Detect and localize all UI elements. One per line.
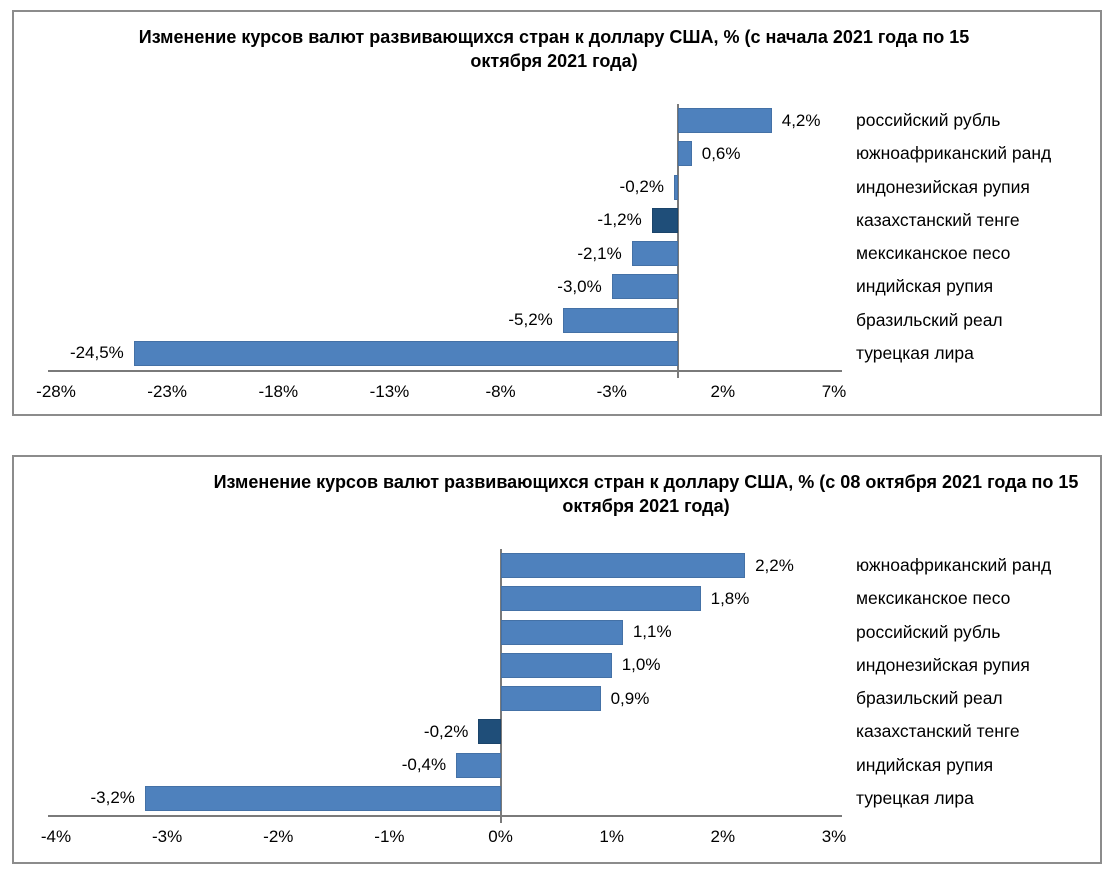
category-label: турецкая лира [856, 342, 974, 363]
x-tick-label: -23% [147, 382, 187, 401]
x-tick-label: -3% [152, 827, 183, 846]
value-label: -2,1% [577, 243, 622, 263]
bar [456, 752, 501, 778]
bar [500, 553, 746, 579]
value-label: -5,2% [508, 310, 553, 330]
value-label: -24,5% [69, 343, 124, 363]
bar [478, 719, 501, 745]
category-label: бразильский реал [856, 309, 1003, 330]
category-label: мексиканское песо [856, 588, 1011, 609]
x-tick-label: -1% [374, 827, 405, 846]
x-tick-label: 2% [710, 827, 736, 846]
value-label: -3,2% [90, 788, 135, 808]
category-label: южноафриканский ранд [856, 555, 1052, 576]
bar [673, 174, 679, 200]
value-label: 0,9% [610, 688, 650, 708]
x-tick-label: -28% [36, 382, 76, 401]
bar [562, 307, 679, 333]
category-labels: российский рубль южноафриканский ранд индо… [856, 104, 1098, 370]
zero-axis-line [499, 549, 502, 823]
value-label: 4,2% [781, 110, 821, 130]
bar [678, 141, 692, 167]
value-label: -0,2% [423, 721, 469, 741]
x-tick-label: 0% [488, 827, 513, 846]
category-label: российский рубль [856, 621, 1001, 642]
category-label: казахстанский тенге [856, 721, 1020, 742]
value-label: -1,2% [597, 210, 642, 230]
plot-area: 2,2% 1,8% 1,1% 1,0% 0,9% -0,2% -0,4% -3,2% -4% -3… [41, 549, 846, 846]
value-label: 0,6% [701, 143, 741, 163]
plot-area: 4,2% 0,6% -0,2% -1,2% -2,1% -3,0% -5,2% -24,5% -… [36, 104, 846, 401]
x-tick-label: 3% [821, 827, 847, 846]
category-label: турецкая лира [856, 787, 974, 808]
value-label: 1,0% [621, 655, 661, 675]
category-label: индийская рупия [856, 754, 994, 775]
value-label: 1,8% [710, 588, 750, 608]
chart-weekly-box: Изменение курсов валют развивающихся стр… [12, 455, 1102, 864]
category-label: индийская рупия [856, 276, 994, 297]
bar [500, 619, 623, 645]
value-label: -3,0% [557, 276, 602, 296]
x-axis-line [48, 370, 842, 372]
bar [133, 340, 679, 366]
chart-title: Изменение курсов валют развивающихся стр… [138, 27, 970, 72]
chart-ytd-box: Изменение курсов валют развивающихся стр… [12, 10, 1102, 416]
x-tick-label: -8% [485, 382, 516, 401]
category-label: российский рубль [856, 110, 1001, 131]
category-label: южноафриканский ранд [856, 143, 1052, 164]
x-tick-label: -2% [263, 827, 294, 846]
bar [678, 108, 772, 134]
bar [651, 207, 679, 233]
value-label: 2,2% [755, 555, 794, 575]
value-label: -0,2% [619, 177, 664, 197]
category-label: индонезийская рупия [856, 654, 1030, 675]
x-tick-label: -3% [596, 382, 627, 401]
bar [500, 686, 601, 712]
x-tick-label: -4% [40, 827, 72, 846]
value-label: 1,1% [632, 622, 672, 642]
zero-axis-line [677, 104, 680, 378]
x-tick-label: 7% [821, 382, 847, 401]
bar [500, 586, 701, 612]
category-label: бразильский реал [856, 688, 1003, 709]
x-tick-label: -18% [258, 382, 299, 401]
category-label: индонезийская рупия [856, 176, 1030, 197]
bar [631, 241, 679, 267]
bar [144, 785, 501, 811]
category-label: мексиканское песо [856, 243, 1011, 264]
chart-title: Изменение курсов валют развивающихся стр… [213, 472, 1079, 517]
value-label: -0,4% [401, 755, 447, 775]
bar [611, 274, 679, 300]
category-label: казахстанский тенге [856, 209, 1020, 230]
category-labels: южноафриканский ранд мексиканское песо рос… [856, 549, 1098, 815]
x-axis-line [48, 815, 842, 817]
x-tick-label: 2% [710, 382, 736, 401]
x-tick-label: -13% [369, 382, 410, 401]
x-tick-label: 1% [599, 827, 624, 846]
bar [500, 652, 612, 678]
